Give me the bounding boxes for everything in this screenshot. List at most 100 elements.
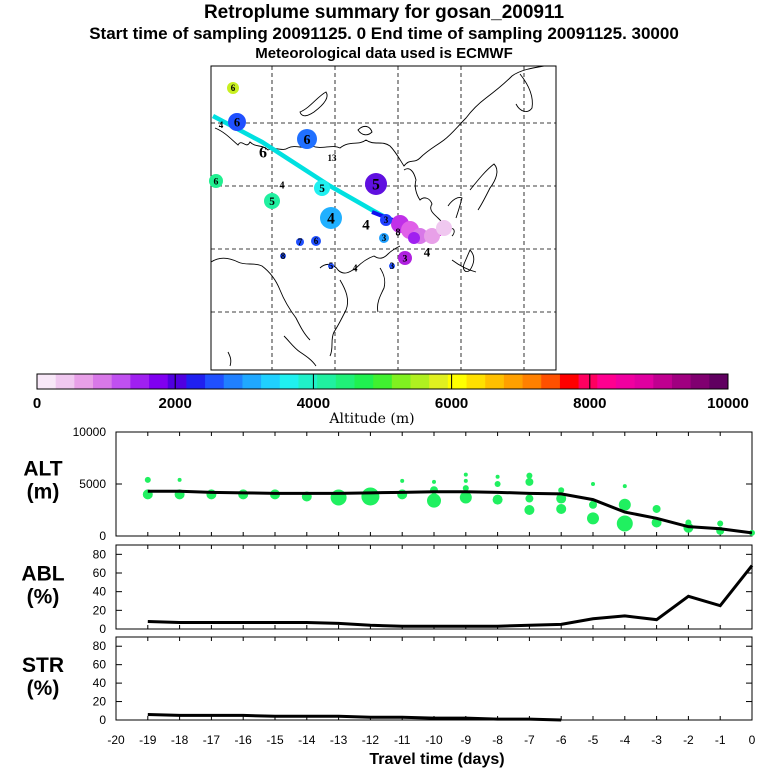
map-marker-label: 4 — [219, 120, 224, 130]
colorbar-swatch — [671, 374, 692, 389]
y-tick-label: 60 — [93, 566, 107, 580]
colorbar-swatch — [466, 374, 486, 389]
alt-dot — [591, 482, 595, 486]
colorbar-swatch — [93, 374, 113, 389]
alt-dot — [587, 512, 599, 525]
colorbar-tick-label: 0 — [33, 395, 41, 412]
map-marker-label: 7 — [298, 237, 303, 247]
colorbar-swatch — [522, 374, 542, 389]
map-marker-label: 6 — [234, 115, 240, 129]
alt-dot — [462, 485, 469, 492]
colorbar-swatch — [317, 374, 337, 389]
alt-dot — [652, 504, 661, 513]
colorbar-swatch — [167, 374, 187, 389]
alt-dot — [558, 487, 565, 494]
y-tick-label: 20 — [93, 603, 107, 617]
colorbar-swatch — [485, 374, 505, 389]
colorbar-swatch — [111, 374, 131, 389]
str-line — [147, 712, 562, 722]
map-marker — [209, 174, 223, 188]
colorbar-swatch — [37, 374, 57, 389]
str-panel: 0 20 40 60 80 STR(%) — [22, 636, 753, 727]
chart-title: Retroplume summary for gosan_200911 — [203, 2, 565, 23]
colorbar-swatch — [149, 374, 169, 389]
colorbar-swatch — [690, 374, 710, 389]
map-marker-label: 13 — [328, 153, 338, 163]
x-tick-label: 0 — [749, 733, 756, 747]
colorbar-swatch — [503, 374, 523, 389]
colorbar-swatch — [55, 374, 75, 389]
colorbar-swatch — [709, 374, 729, 389]
colorbar-swatch — [634, 374, 654, 389]
map-gridlines — [211, 66, 556, 370]
map-marker — [328, 263, 334, 269]
colorbar-swatch — [354, 374, 374, 389]
y-tick-label: 20 — [93, 695, 107, 709]
map-marker — [297, 129, 317, 149]
sampling-time-line: Start time of sampling 20091125. 0 End t… — [89, 24, 679, 43]
map-marker — [320, 207, 342, 229]
map-cluster-marker — [436, 220, 452, 236]
alt-dot — [463, 478, 468, 483]
x-tick-label: -18 — [171, 733, 189, 747]
alt-line — [147, 489, 753, 535]
colorbar-swatch — [410, 374, 430, 389]
x-tick-label: -4 — [619, 733, 630, 747]
alt-dot — [556, 503, 567, 514]
panel-ylabel: (m) — [27, 481, 60, 504]
colorbar-swatch — [261, 374, 281, 389]
alt-dot — [361, 487, 380, 506]
colorbar-swatch — [447, 374, 467, 389]
y-tick-label: 40 — [93, 676, 107, 690]
colorbar-swatch — [335, 374, 355, 389]
map-marker — [379, 233, 389, 243]
colorbar-swatch — [223, 374, 243, 389]
abl-line — [147, 564, 754, 628]
colorbar-swatch — [130, 374, 150, 389]
colorbar-swatch — [205, 374, 225, 389]
panel-ylabel: (%) — [27, 585, 60, 608]
map-marker-label: 8 — [396, 228, 401, 239]
colorbar-swatch — [242, 374, 262, 389]
x-tick-label: -9 — [460, 733, 471, 747]
map-marker — [389, 263, 395, 269]
alt-dot — [618, 498, 631, 511]
map-marker-label: 4 — [280, 181, 285, 192]
map-marker-label: 6 — [304, 133, 311, 148]
alt-dot — [427, 493, 441, 508]
x-tick-label: -1 — [715, 733, 726, 747]
map-marker-label: 4 — [424, 245, 431, 260]
panel-title: ABL — [21, 562, 64, 585]
y-tick-label: 0 — [99, 713, 106, 727]
y-tick-label: 80 — [93, 547, 107, 561]
y-tick-label: 40 — [93, 585, 107, 599]
map-marker-label: 3 — [403, 253, 408, 264]
x-tick-label: -15 — [266, 733, 284, 747]
y-tick-label: 10000 — [73, 425, 107, 439]
panel-frame — [115, 636, 753, 721]
y-tick-label: 80 — [93, 639, 107, 653]
x-tick-label: -14 — [298, 733, 316, 747]
alt-dot — [494, 481, 501, 487]
map-marker-label: 5 — [269, 196, 275, 208]
alt-dot — [717, 520, 724, 527]
panel-title: STR — [22, 654, 64, 677]
alt-dot — [400, 478, 405, 483]
map-marker-label: 6 — [214, 176, 219, 187]
x-tick-label: -16 — [235, 733, 253, 747]
map-marker — [264, 193, 280, 209]
alt-dot — [459, 491, 472, 504]
colorbar-swatch — [615, 374, 636, 389]
map-marker-label: 6 — [314, 236, 319, 246]
abl-panel: 0 20 40 60 80 ABL(%) — [21, 544, 754, 636]
x-tick-label: -13 — [330, 733, 348, 747]
alt-dot — [492, 494, 503, 505]
map-marker — [314, 180, 330, 196]
x-tick-label: -8 — [492, 733, 503, 747]
map-marker-label: 6 — [259, 145, 267, 162]
map-marker — [380, 214, 392, 226]
alt-panel: 0 5000 10000 ALT(m) — [23, 425, 755, 543]
map-marker-label: 3 — [382, 233, 387, 243]
